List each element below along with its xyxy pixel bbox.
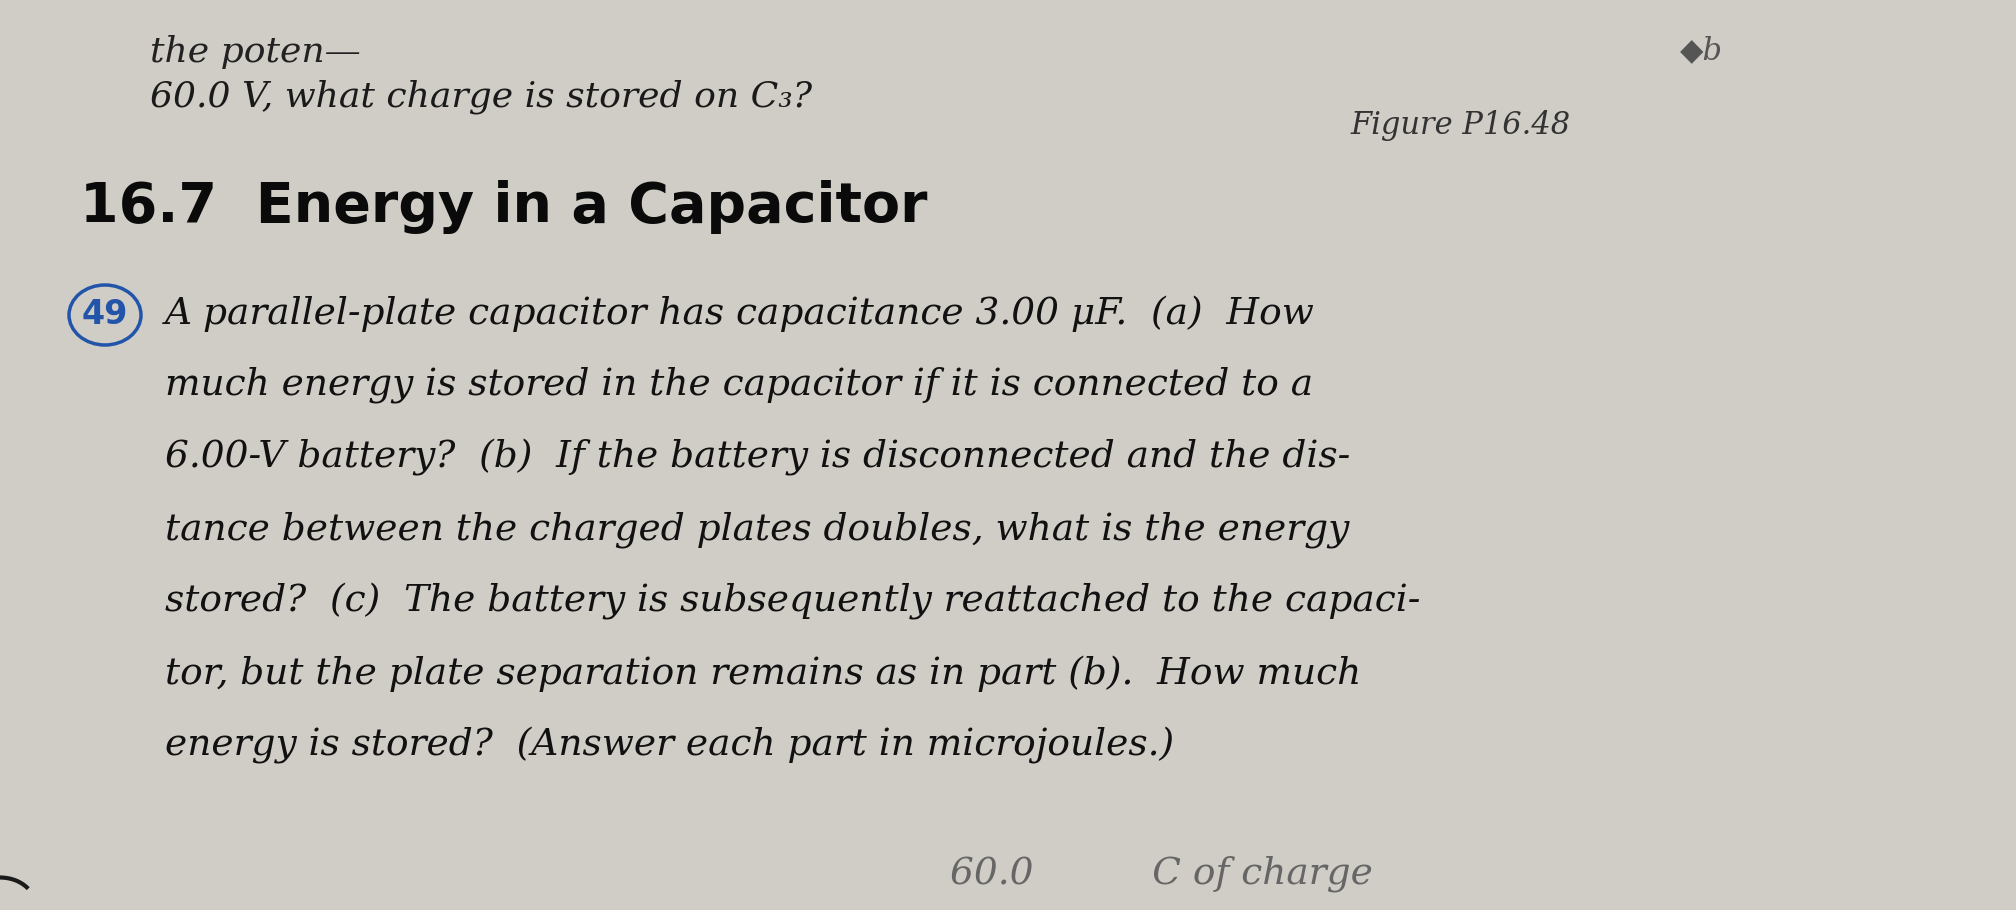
Text: A parallel-plate capacitor has capacitance 3.00 μF.  (a)  How: A parallel-plate capacitor has capacitan… <box>165 295 1314 331</box>
Text: energy is stored?  (Answer each part in microjoules.): energy is stored? (Answer each part in m… <box>165 727 1173 764</box>
Text: the poten—: the poten— <box>149 35 361 69</box>
Text: Figure P16.48: Figure P16.48 <box>1351 110 1570 141</box>
Text: much energy is stored in the capacitor if it is connected to a: much energy is stored in the capacitor i… <box>165 367 1312 403</box>
Text: stored?  (c)  The battery is subsequently reattached to the capaci-: stored? (c) The battery is subsequently … <box>165 583 1421 620</box>
Text: 49: 49 <box>83 298 129 331</box>
Text: 60.0          C of charge: 60.0 C of charge <box>950 855 1373 892</box>
Text: tance between the charged plates doubles, what is the energy: tance between the charged plates doubles… <box>165 511 1349 548</box>
Text: 6.00-V battery?  (b)  If the battery is disconnected and the dis-: 6.00-V battery? (b) If the battery is di… <box>165 439 1351 476</box>
Text: 60.0 V, what charge is stored on C₃?: 60.0 V, what charge is stored on C₃? <box>149 80 812 115</box>
Text: 16.7  Energy in a Capacitor: 16.7 Energy in a Capacitor <box>81 180 927 234</box>
Text: tor, but the plate separation remains as in part (b).  How much: tor, but the plate separation remains as… <box>165 655 1361 692</box>
Text: ◆b: ◆b <box>1679 35 1724 66</box>
